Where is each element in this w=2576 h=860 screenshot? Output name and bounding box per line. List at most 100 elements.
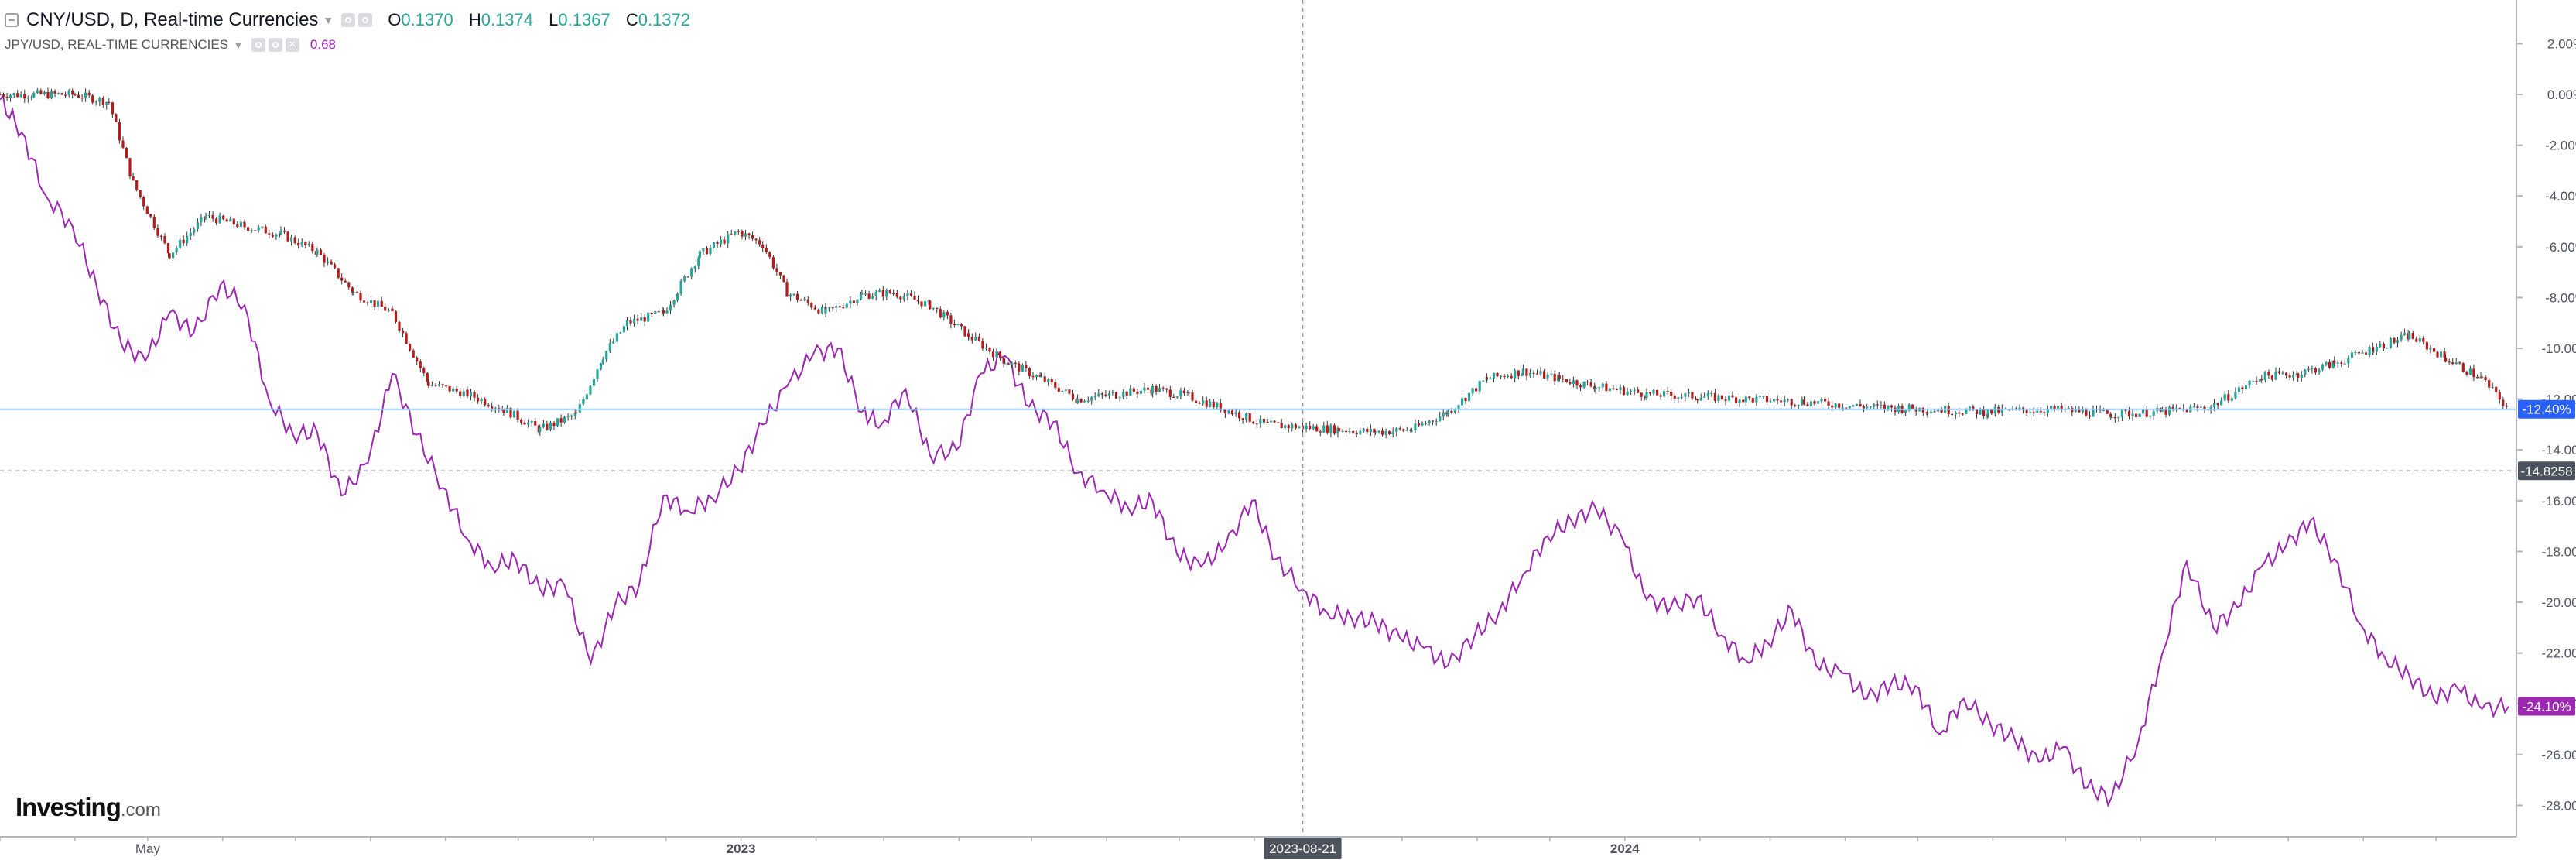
cny-candle (1377, 430, 1380, 434)
candle-body (469, 392, 473, 397)
cny-candle (1605, 380, 1608, 392)
cny-candle (1783, 396, 1786, 406)
cny-candle (2, 92, 5, 99)
cny-candle (2436, 351, 2439, 358)
cny-candle (2400, 331, 2403, 342)
candle-body (1100, 393, 1103, 395)
settings-icon[interactable] (358, 13, 373, 27)
settings-icon[interactable] (268, 38, 282, 52)
candle-body (2354, 352, 2357, 354)
candle-body (2117, 416, 2120, 419)
candle-body (2379, 344, 2382, 347)
candle-body (754, 238, 758, 241)
candle-body (1348, 430, 1351, 433)
candle-body (2127, 410, 2131, 416)
candle-body (806, 299, 809, 303)
candle-body (1968, 406, 1971, 410)
y-axis[interactable]: 2.00% 0.00% -2.00% -4.00% -6.00% -8.00% -10.00… (2516, 0, 2576, 860)
cny-candle (1876, 400, 1879, 409)
cny-candle (1035, 374, 1038, 381)
candle-body (1172, 396, 1175, 398)
candle-body (1341, 430, 1344, 432)
candle-body (1395, 428, 1398, 432)
cny-candle (761, 241, 765, 252)
cny-candle (2145, 405, 2148, 418)
candle-body (1703, 396, 1706, 398)
cny-candle (1270, 416, 1273, 423)
candle-body (405, 333, 408, 344)
cny-candle (1435, 418, 1438, 426)
visibility-icon[interactable] (341, 13, 356, 27)
candle-body (2331, 361, 2335, 368)
candle-body (775, 268, 778, 272)
candle-body (1500, 375, 1503, 377)
cny-candle (98, 96, 101, 106)
x-axis[interactable]: May 2023 2024 (0, 836, 2516, 856)
candle-body (1322, 425, 1326, 433)
cny-candle (409, 343, 412, 352)
candle-body (1002, 358, 1005, 364)
compare-series-label[interactable]: JPY/USD, REAL-TIME CURRENCIES (5, 37, 229, 52)
candle-body (2223, 394, 2226, 401)
cny-candle (768, 251, 771, 259)
candle-body (247, 227, 250, 231)
collapse-icon[interactable] (5, 13, 19, 27)
cny-candle (1612, 385, 1615, 391)
candle-body (785, 282, 789, 297)
cny-candle (1489, 376, 1492, 380)
candle-body (1652, 389, 1655, 394)
candle-body (1929, 411, 1933, 413)
jpy-last-badge: -24.10% (2518, 697, 2575, 716)
candle-body (686, 276, 689, 278)
candle-body (1982, 409, 1986, 416)
candle-body (1475, 388, 1478, 392)
candle-body (2297, 373, 2300, 378)
high-value: 0.1374 (481, 10, 534, 29)
cny-candle (1904, 410, 1907, 416)
candle-body (1990, 409, 1993, 414)
candle-body (792, 293, 795, 295)
cny-candle (1558, 372, 1561, 382)
crosshair-value-badge: -14.8258 (2518, 461, 2575, 481)
candle-body (697, 257, 700, 267)
candle-body (539, 427, 542, 433)
cny-candle (1776, 395, 1779, 405)
y-tick-label: -20.00% (2541, 595, 2576, 610)
cny-candle (373, 300, 376, 310)
candle-body (391, 308, 394, 311)
cny-candle (257, 224, 260, 233)
cny-candle (53, 89, 56, 98)
crosshair-value-badge-text: -14.8258 (2520, 464, 2572, 478)
cny-candle (1388, 430, 1391, 435)
candle-body (430, 385, 433, 386)
close-icon[interactable] (285, 38, 299, 52)
candle-body (2092, 409, 2095, 417)
candle-body (899, 296, 902, 300)
cny-candle (1773, 398, 1776, 403)
cny-candle (1414, 419, 1417, 433)
cny-candle (1883, 401, 1886, 413)
cny-candle (1699, 393, 1702, 401)
cny-candle (1151, 383, 1155, 398)
candle-body (484, 399, 487, 406)
cny-candle (1640, 392, 1643, 401)
visibility-icon[interactable] (251, 38, 265, 52)
chevron-down-icon[interactable]: ▼ (233, 39, 244, 51)
cny-candle (835, 303, 838, 313)
main-series-label[interactable]: CNY/USD, D, Real-time Currencies (26, 9, 319, 30)
candle-body (1699, 397, 1702, 401)
jpy-last-badge-bg (2518, 697, 2575, 716)
cny-candle (647, 311, 650, 322)
candle-body (290, 237, 293, 242)
candle-body (2277, 371, 2281, 374)
cny-candle (1446, 409, 1449, 417)
candle-body (552, 422, 556, 427)
cny-candle (2343, 358, 2346, 365)
chevron-down-icon[interactable]: ▼ (323, 14, 334, 26)
candle-body (1298, 427, 1301, 429)
cny-candle (1630, 389, 1633, 396)
cny-candle (916, 295, 920, 305)
candle-body (2085, 409, 2088, 416)
